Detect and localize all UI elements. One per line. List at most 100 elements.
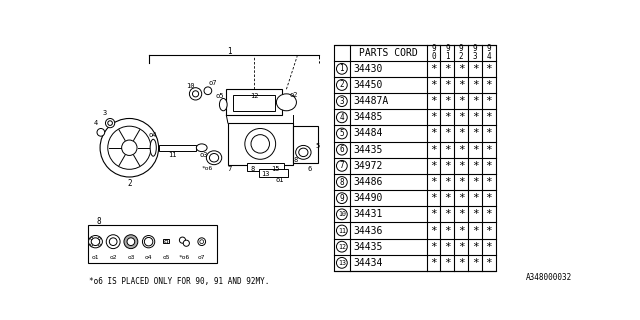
Circle shape	[106, 118, 115, 128]
Text: *: *	[472, 209, 479, 219]
Text: *: *	[486, 258, 492, 268]
Ellipse shape	[92, 238, 100, 245]
Text: A348000032: A348000032	[526, 273, 572, 282]
Text: *: *	[458, 161, 465, 171]
Text: 8: 8	[96, 217, 101, 226]
Circle shape	[337, 160, 348, 171]
Ellipse shape	[299, 148, 308, 156]
Text: *: *	[486, 80, 492, 90]
Text: 9
4: 9 4	[486, 44, 492, 61]
Text: 34450: 34450	[353, 80, 383, 90]
Text: *: *	[430, 129, 437, 139]
Circle shape	[193, 91, 198, 97]
Text: 34435: 34435	[353, 145, 383, 155]
Text: 2: 2	[127, 179, 132, 188]
Text: *: *	[444, 193, 451, 203]
Circle shape	[200, 240, 204, 244]
Text: 7: 7	[227, 165, 232, 172]
Text: *: *	[444, 112, 451, 122]
Text: *: *	[472, 161, 479, 171]
Circle shape	[337, 112, 348, 123]
Circle shape	[251, 135, 269, 153]
Bar	[259, 169, 288, 177]
Text: o1: o1	[92, 255, 99, 260]
Circle shape	[145, 237, 153, 246]
Circle shape	[90, 237, 93, 240]
Circle shape	[127, 238, 135, 245]
Text: 7: 7	[340, 161, 344, 170]
Text: *: *	[458, 145, 465, 155]
Bar	[163, 239, 170, 243]
Bar	[227, 89, 282, 116]
Circle shape	[337, 241, 348, 252]
Circle shape	[100, 118, 159, 177]
Text: 9
2: 9 2	[459, 44, 463, 61]
Text: *: *	[486, 129, 492, 139]
Text: 1: 1	[227, 47, 232, 56]
Text: *: *	[430, 64, 437, 74]
Circle shape	[183, 240, 189, 246]
Text: *: *	[444, 145, 451, 155]
Text: *: *	[444, 242, 451, 252]
Text: *: *	[486, 209, 492, 219]
Text: o5: o5	[215, 93, 224, 99]
Text: 8: 8	[294, 157, 298, 163]
Circle shape	[337, 209, 348, 220]
Text: 34430: 34430	[353, 64, 383, 74]
Text: 6: 6	[340, 145, 344, 154]
Text: o3: o3	[199, 152, 207, 158]
Text: *: *	[472, 80, 479, 90]
Text: 5: 5	[340, 129, 344, 138]
Ellipse shape	[196, 144, 207, 152]
Circle shape	[198, 238, 205, 245]
Text: 13: 13	[338, 260, 346, 266]
Text: 34435: 34435	[353, 242, 383, 252]
Circle shape	[337, 96, 348, 107]
Text: 34972: 34972	[353, 161, 383, 171]
Text: *: *	[444, 129, 451, 139]
Text: *: *	[486, 64, 492, 74]
Text: o2: o2	[289, 92, 298, 98]
Text: 10: 10	[186, 83, 195, 89]
Text: 34487A: 34487A	[353, 96, 388, 106]
Text: o1: o1	[275, 177, 284, 183]
Text: 13: 13	[261, 171, 270, 177]
Text: *: *	[472, 226, 479, 236]
Text: *o6: *o6	[202, 166, 212, 171]
Text: 8: 8	[340, 178, 344, 187]
Text: *: *	[472, 129, 479, 139]
Text: *: *	[444, 96, 451, 106]
Text: *: *	[430, 258, 437, 268]
Ellipse shape	[209, 154, 219, 162]
Circle shape	[90, 244, 93, 246]
Text: o4: o4	[149, 132, 157, 139]
Text: *: *	[430, 112, 437, 122]
Ellipse shape	[296, 145, 311, 159]
Text: o4: o4	[145, 255, 152, 260]
Text: o2: o2	[109, 255, 117, 260]
Circle shape	[189, 88, 202, 100]
Text: *: *	[458, 129, 465, 139]
Text: 34490: 34490	[353, 193, 383, 203]
Circle shape	[337, 177, 348, 188]
Text: 34436: 34436	[353, 226, 383, 236]
Text: *: *	[486, 112, 492, 122]
Text: 9: 9	[340, 194, 344, 203]
Text: 9
0: 9 0	[431, 44, 436, 61]
Circle shape	[164, 240, 168, 243]
Circle shape	[204, 87, 212, 95]
Text: *: *	[430, 193, 437, 203]
Bar	[247, 163, 284, 171]
Text: *: *	[444, 209, 451, 219]
Text: *: *	[444, 258, 451, 268]
Bar	[228, 123, 293, 165]
Ellipse shape	[276, 94, 296, 111]
Text: *: *	[458, 226, 465, 236]
Circle shape	[106, 235, 120, 249]
Bar	[293, 126, 318, 163]
Text: *: *	[444, 161, 451, 171]
Text: o7: o7	[198, 255, 205, 260]
Text: 34434: 34434	[353, 258, 383, 268]
Text: *: *	[430, 177, 437, 187]
Text: *: *	[430, 145, 437, 155]
